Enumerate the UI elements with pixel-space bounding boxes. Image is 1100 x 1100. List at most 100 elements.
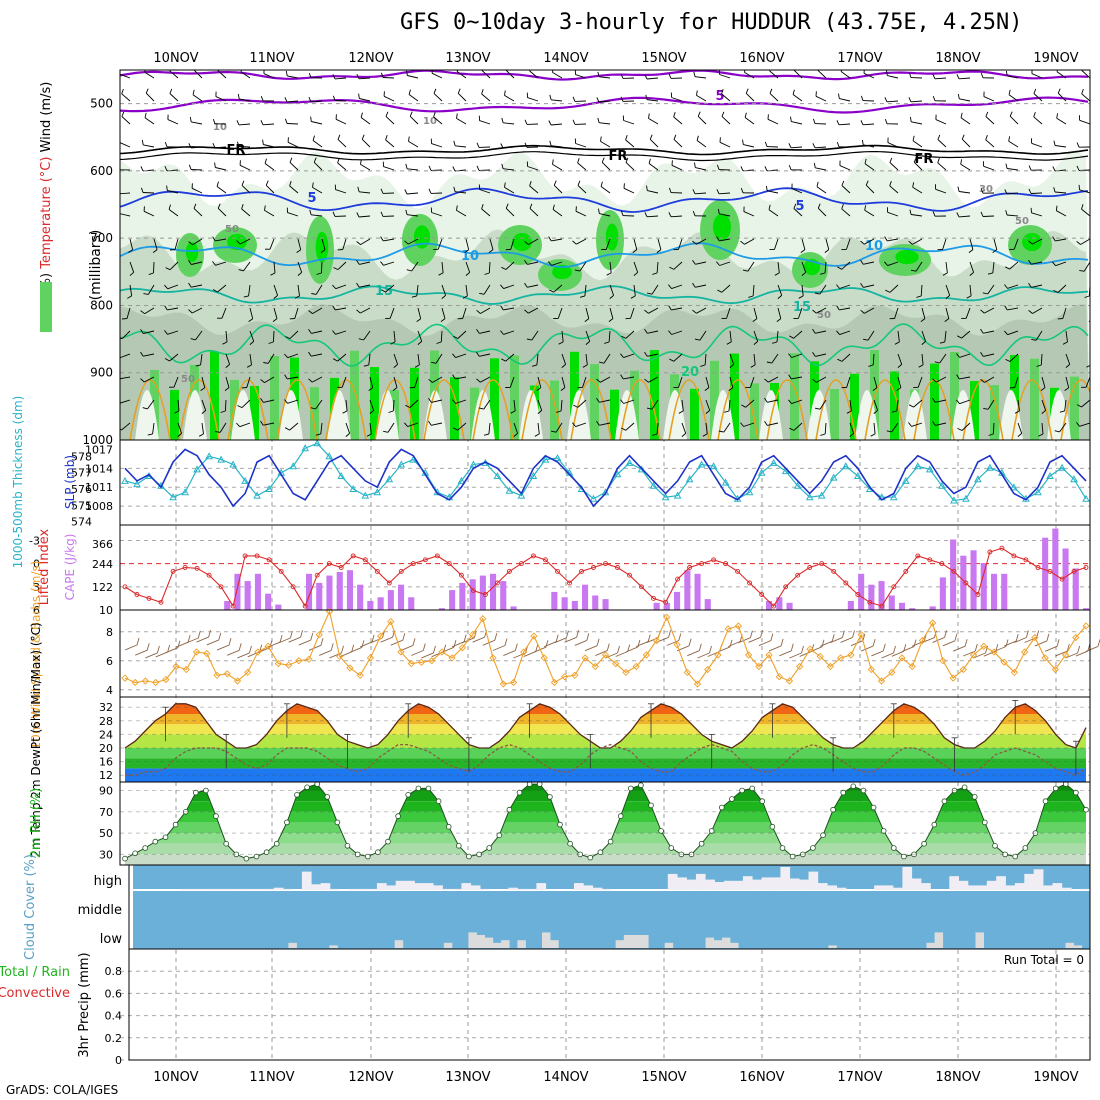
wind-speed-point bbox=[1061, 651, 1070, 659]
rh-point bbox=[344, 842, 351, 849]
wind10m-barb bbox=[615, 651, 628, 657]
wind-barb-flag bbox=[937, 134, 941, 140]
wind10m-barb-flag bbox=[790, 643, 794, 651]
wind-barb bbox=[513, 422, 519, 434]
li-point bbox=[230, 603, 236, 609]
cloud-high-bar bbox=[752, 879, 762, 890]
wind-barb bbox=[408, 94, 419, 102]
li-point bbox=[362, 557, 368, 563]
wind-barb bbox=[921, 330, 927, 342]
wind-barb bbox=[605, 238, 611, 250]
wind-barb bbox=[729, 376, 734, 388]
wind-barb bbox=[1085, 376, 1090, 388]
cloud-high-bar bbox=[827, 885, 837, 890]
wind-barb-flag bbox=[716, 236, 720, 242]
wind-barb bbox=[744, 117, 755, 125]
wind-barb bbox=[776, 330, 779, 343]
wind-barb bbox=[864, 209, 875, 217]
wind-barb-flag bbox=[987, 272, 993, 275]
temp-contour-5 bbox=[120, 187, 1089, 213]
cloud-high-bar bbox=[986, 880, 997, 890]
wind-barb bbox=[985, 116, 995, 125]
wind-barb-flag bbox=[504, 90, 506, 96]
wind-barb bbox=[910, 100, 923, 103]
wind-barb-flag bbox=[1065, 364, 1070, 368]
wind-barb-flag bbox=[788, 353, 792, 358]
contour-label: 10 bbox=[213, 122, 227, 133]
wind-speed-point bbox=[918, 636, 927, 645]
wind-barb-flag bbox=[1057, 88, 1061, 94]
wind-barb bbox=[335, 118, 347, 125]
pressure-tick-label: 500 bbox=[90, 97, 113, 111]
wind-barb bbox=[777, 307, 782, 319]
thickness-tick-label: 578 bbox=[71, 450, 92, 463]
rh-point bbox=[708, 828, 715, 834]
thickness-point bbox=[337, 471, 346, 479]
wind-barb bbox=[849, 399, 852, 411]
wind-barb bbox=[167, 190, 179, 194]
temp-contour-25 bbox=[717, 379, 759, 440]
wind-barb-flag bbox=[956, 399, 960, 404]
wind-barb-flag bbox=[873, 410, 878, 414]
axis-label: 2m RH (%) bbox=[29, 788, 44, 859]
cape-bar bbox=[234, 573, 241, 610]
wind10m-barb bbox=[175, 641, 189, 648]
wind10m-barb bbox=[400, 644, 414, 651]
cloud-low-bar bbox=[476, 935, 485, 948]
thickness-point bbox=[745, 488, 754, 496]
cloud-high-bar bbox=[893, 887, 903, 890]
cape-bar bbox=[244, 581, 251, 610]
wind-barb bbox=[648, 118, 659, 125]
wind-barb-flag bbox=[744, 70, 746, 73]
rh-point bbox=[860, 787, 867, 794]
wind-barb-flag bbox=[692, 240, 697, 245]
wind10m-barb bbox=[666, 640, 679, 646]
cape-bar bbox=[653, 602, 660, 610]
cape-bar bbox=[571, 601, 578, 610]
wind-barb bbox=[745, 399, 755, 408]
wind-barb bbox=[142, 192, 155, 194]
wind-barb bbox=[1055, 145, 1067, 148]
wind-barb-flag bbox=[312, 135, 315, 141]
wind-barb bbox=[313, 161, 323, 171]
axis-label-part: CAPE (J/kg) bbox=[63, 534, 77, 601]
wind-barb bbox=[1008, 140, 1019, 148]
rh-point bbox=[435, 798, 442, 804]
wind-speed-point bbox=[744, 651, 753, 659]
wind-barb-flag bbox=[297, 272, 302, 276]
wind-barb bbox=[625, 139, 635, 148]
wind-barb-flag bbox=[392, 387, 398, 391]
wind-barb-flag bbox=[1004, 266, 1010, 270]
wind-barb-flag bbox=[772, 341, 778, 344]
wind-barb bbox=[273, 261, 276, 274]
wind10m-barb-flag bbox=[197, 630, 201, 639]
wind-barb bbox=[441, 307, 446, 319]
li-point bbox=[242, 553, 248, 559]
wind-barb bbox=[148, 284, 155, 295]
wind-barb bbox=[920, 284, 923, 297]
wind-barb bbox=[729, 330, 732, 342]
rh-point bbox=[496, 832, 503, 838]
wind-barb-flag bbox=[409, 111, 413, 117]
wind-barb-flag bbox=[140, 187, 144, 193]
wind10m-barb bbox=[768, 645, 782, 652]
wind-barb-flag bbox=[815, 407, 821, 410]
wind-barb-flag bbox=[932, 211, 936, 217]
wind-barb bbox=[815, 353, 827, 357]
wind-speed-point bbox=[857, 630, 865, 639]
thickness-point bbox=[889, 493, 898, 501]
wind-barb bbox=[911, 121, 923, 125]
li-point bbox=[1083, 565, 1089, 570]
wind10m-barb-flag bbox=[964, 639, 968, 647]
temp-band bbox=[125, 714, 1086, 725]
wind-barb-flag bbox=[789, 427, 795, 431]
wind-barb-flag bbox=[726, 341, 732, 345]
wind-barb bbox=[887, 211, 899, 217]
rh-dry-trough bbox=[807, 390, 831, 440]
wind-barb-flag bbox=[1076, 241, 1081, 245]
wind-barb bbox=[696, 140, 707, 148]
wind-barb bbox=[221, 307, 227, 319]
wind-barb bbox=[143, 376, 155, 383]
wind-barb-flag bbox=[380, 188, 384, 194]
wind-barb bbox=[311, 121, 323, 125]
